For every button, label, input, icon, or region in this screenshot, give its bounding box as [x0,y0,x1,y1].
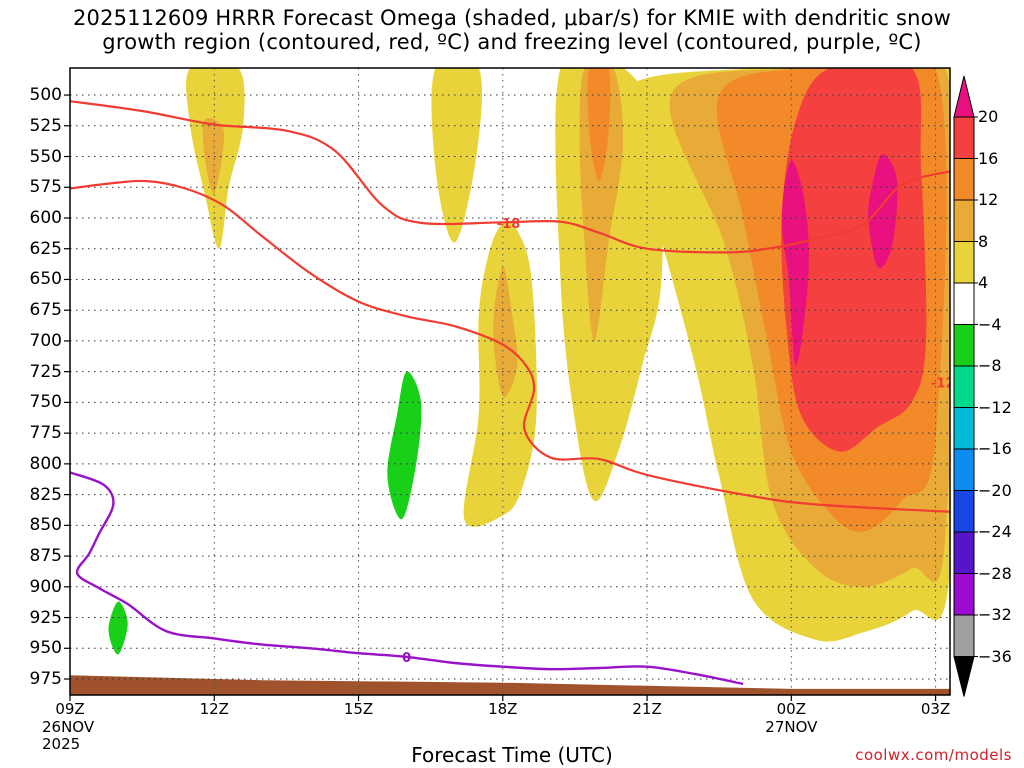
y-tick-label: 600 [29,207,62,228]
y-tick-label: 750 [29,392,62,413]
y-tick-label: 550 [29,146,62,167]
y-tick-label: 800 [29,453,62,474]
terrain-surface [70,675,950,695]
chart-title-line-1: 2025112609 HRRR Forecast Omega (shaded, … [72,6,952,30]
colorbar-arrow-bottom [953,656,975,697]
colorbar-label: −12 [978,397,1012,417]
omega-region-13 [868,154,898,269]
colorbar-arrow-top [953,75,975,118]
colorbar-segment-5 [953,282,975,325]
x-tick-label: 00Z [776,700,806,718]
x-tick-label: 09Z [55,700,85,718]
colorbar-label: −20 [978,480,1012,500]
y-tick-label: 700 [29,330,62,351]
y-tick-label: 975 [29,669,62,690]
colorbar-label: −8 [978,356,1002,375]
y-tick-label: 875 [29,546,62,567]
omega-region-15 [266,68,359,310]
dgz-label-minus18: -18 [497,217,521,232]
y-tick-label: 675 [29,300,62,321]
chart-title-line-2: growth region (contoured, red, ºC) and f… [102,30,922,54]
colorbar-segment-6 [953,324,975,367]
y-tick-label: 525 [29,115,62,136]
colorbar-label: 16 [978,148,999,168]
colorbar-label: 12 [978,190,999,209]
y-tick-label: 825 [29,484,62,505]
y-tick-label: 650 [29,269,62,290]
colorbar-segment-4 [953,241,975,284]
freezing-level-label: 0 [402,651,411,666]
chart-title: 2025112609 HRRR Forecast Omega (shaded, … [0,6,1024,54]
x-tick-sublabel: 2025 [42,735,81,753]
colorbar-label: −24 [978,522,1012,541]
colorbar-segment-3 [953,199,975,242]
colorbar-segment-12 [953,573,975,616]
omega-region-14 [96,176,157,397]
colorbar-segment-10 [953,490,975,533]
omega-region-17 [206,307,436,625]
x-tick-label: 15Z [343,700,374,718]
x-tick-label: 12Z [199,700,229,718]
y-tick-label: 775 [29,423,62,444]
colorbar-label: 8 [978,231,989,251]
colorbar-label: −36 [978,646,1012,666]
plot-frame [69,67,951,696]
colorbar-label: −4 [978,314,1002,334]
y-tick-label: 500 [29,85,62,106]
x-tick-label: 03Z [920,700,951,718]
y-tick-label: 625 [29,238,62,259]
x-tick-sublabel: 27NOV [765,718,818,736]
y-tick-label: 950 [29,638,62,659]
credit-text: coolwx.com/models [855,746,1012,764]
x-tick-sublabel: 26NOV [42,718,95,736]
colorbar-label: −28 [978,563,1012,583]
omega-region-4 [431,68,482,243]
omega-region-21 [108,601,128,655]
dgz-contour-lower [70,179,950,513]
x-axis-title: Forecast Time (UTC) [411,743,613,767]
omega-region-20 [387,371,422,520]
dgz-contour-upper [70,100,950,254]
colorbar-label: 4 [978,273,989,292]
colorbar-segment-11 [953,531,975,574]
x-tick-label: 21Z [632,700,662,718]
colorbar-label: −16 [978,439,1012,458]
colorbar-segment-1 [953,116,975,159]
colorbar-label: −32 [978,605,1012,624]
colorbar-segment-7 [953,365,975,408]
y-tick-label: 575 [29,177,62,198]
omega-region-10 [587,68,611,182]
y-tick-label: 925 [29,607,62,628]
colorbar-segment-2 [953,158,975,201]
dgz-label-minus12: -12 [931,377,955,392]
colorbar-segment-9 [953,448,975,491]
y-tick-label: 850 [29,515,62,536]
colorbar-segment-8 [953,407,975,450]
omega-region-8 [202,118,225,194]
y-tick-label: 725 [29,361,62,382]
colorbar-segment-13 [953,614,975,657]
x-tick-label: 18Z [488,700,518,718]
omega-region-18 [606,473,672,656]
omega-region-12 [781,160,809,366]
omega-region-7 [493,267,518,398]
omega-region-16 [498,68,508,91]
y-tick-label: 900 [29,576,62,597]
colorbar-label: 20 [978,107,999,126]
freezing-level-contour [70,471,744,686]
